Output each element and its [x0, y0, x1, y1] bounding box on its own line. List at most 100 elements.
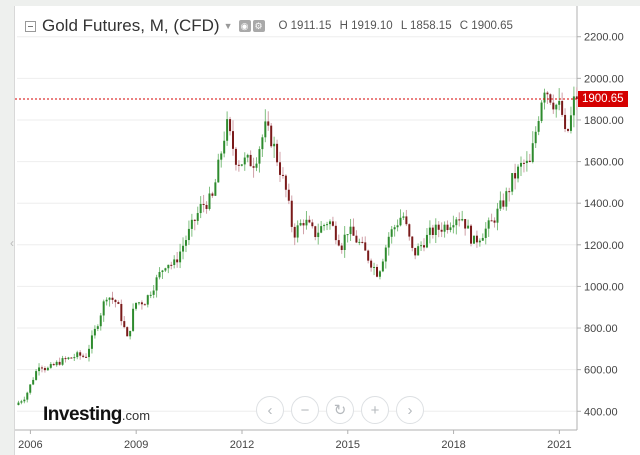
chart-header: Gold Futures, M, (CFD) ▼ ◉ ⚙ O 1911.15 H… [15, 14, 585, 38]
candle-body [64, 358, 67, 360]
candle-body [540, 102, 543, 122]
y-tick-label: 400.00 [584, 406, 618, 418]
candle-body [202, 203, 205, 205]
candle-body [572, 96, 575, 116]
candle-body [276, 143, 279, 163]
collapse-toggle-icon[interactable] [25, 20, 36, 32]
candle-body [323, 225, 326, 227]
candle-body [517, 166, 520, 179]
candle-body [120, 303, 123, 322]
candle-body [481, 237, 484, 241]
zoom-out-button[interactable]: − [291, 396, 319, 424]
candle-body [411, 236, 414, 248]
candle-body [519, 162, 522, 167]
candle-body [352, 226, 355, 236]
candle-body [569, 115, 572, 131]
chart-plot[interactable]: 400.00 600.00 800.00 1000.00 1200.00 1400.00 1… [15, 6, 640, 455]
candle-body [555, 104, 558, 110]
candle-body [114, 299, 117, 303]
candle-body [137, 302, 140, 304]
left-resize-handle-icon[interactable]: ‹ [10, 236, 14, 250]
y-tick-label: 600.00 [584, 365, 618, 377]
high-value: H 1919.10 [339, 20, 393, 32]
candle-body [537, 121, 540, 132]
candle-body [170, 264, 173, 266]
y-tick-label: 1600.00 [584, 157, 624, 169]
candle-body [370, 260, 373, 268]
candle-body [440, 229, 443, 232]
low-value: L 1858.15 [400, 20, 452, 32]
zoom-in-icon: + [370, 402, 380, 419]
x-tick-label: 2012 [230, 439, 254, 451]
candle-body [408, 224, 411, 237]
candle-body [261, 137, 264, 150]
candle-body [87, 348, 90, 358]
eye-icon[interactable]: ◉ [238, 20, 251, 32]
candle-body [220, 153, 223, 160]
candle-body [396, 225, 399, 228]
x-tick-label: 2018 [441, 439, 465, 451]
ohlc-readout: O 1911.15 H 1919.10 L 1858.15 C 1900.65 [279, 20, 518, 32]
candle-body [252, 166, 255, 168]
zoom-in-button[interactable]: + [361, 396, 389, 424]
candle-body [340, 245, 343, 250]
candle-body [493, 220, 496, 223]
reset-view-button[interactable]: ↻ [326, 396, 354, 424]
candle-body [296, 225, 299, 238]
y-tick-label: 2000.00 [584, 73, 624, 85]
candle-body [464, 219, 467, 229]
y-tick-label: 2200.00 [584, 32, 624, 44]
candle-body [123, 321, 126, 328]
candle-body [96, 326, 99, 329]
x-tick-label: 2021 [547, 439, 571, 451]
candle-body [361, 241, 364, 243]
zoom-out-icon: − [300, 402, 310, 419]
candle-body [146, 295, 149, 305]
candle-body [287, 189, 290, 201]
candle-body [255, 163, 258, 168]
candle-body [49, 364, 52, 368]
logo-suffix: .com [121, 408, 151, 423]
candle-body [393, 227, 396, 230]
y-tick-label: 1000.00 [584, 281, 624, 293]
candle-body [455, 219, 458, 226]
candle-body [108, 297, 111, 300]
scroll-right-button[interactable]: › [396, 396, 424, 424]
candle-body [511, 173, 514, 192]
scroll-left-button[interactable]: ‹ [256, 396, 284, 424]
candle-body [135, 302, 138, 309]
candle-body [129, 330, 132, 337]
candle-body [358, 241, 361, 243]
candle-body [20, 401, 23, 403]
candle-body [431, 227, 434, 236]
candle-body [331, 221, 334, 226]
candle-body [461, 219, 464, 221]
candle-body [179, 251, 182, 263]
candle-body [390, 229, 393, 237]
x-tick-label: 2006 [18, 439, 42, 451]
candle-body [211, 193, 214, 196]
candle-body [334, 225, 337, 241]
candle-body [305, 219, 308, 226]
candle-body [140, 302, 143, 305]
candle-body [173, 259, 176, 265]
candle-body [290, 200, 293, 227]
candle-body [73, 357, 76, 359]
settings-icon[interactable]: ⚙ [252, 20, 265, 32]
candle-body [528, 160, 531, 162]
candle-body [514, 173, 517, 179]
candle-body [182, 245, 185, 252]
candle-body [161, 270, 164, 273]
candle-body [52, 364, 55, 366]
chevron-down-icon[interactable]: ▼ [223, 21, 233, 31]
candle-body [487, 220, 490, 229]
candle-body [443, 224, 446, 232]
candle-body [196, 213, 199, 221]
candle-body [522, 162, 525, 164]
candle-body [320, 226, 323, 233]
candle-body [126, 327, 129, 337]
candle-body [93, 328, 96, 336]
candle-body [567, 129, 570, 131]
last-price-label: 1900.65 [578, 91, 628, 108]
candle-body [425, 234, 428, 248]
